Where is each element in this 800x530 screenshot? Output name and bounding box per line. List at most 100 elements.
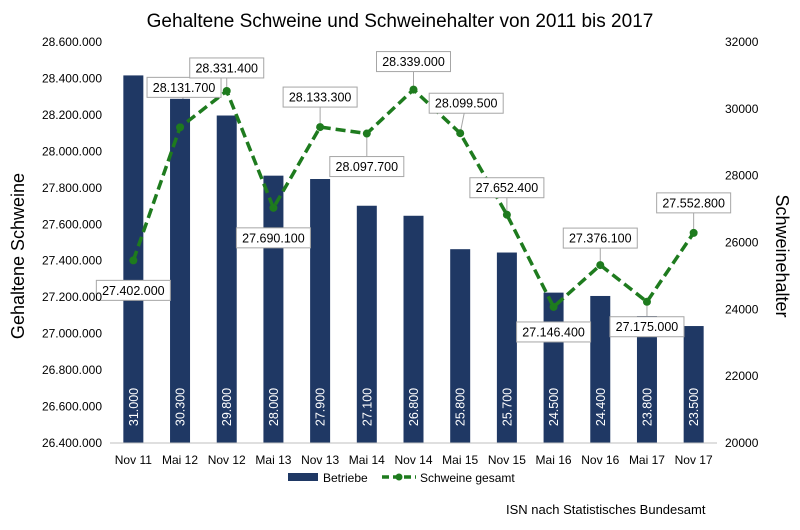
line-point-schweine-10 (596, 261, 605, 270)
callout-label-schweine-8: 27.652.400 (476, 181, 539, 195)
line-point-schweine-1 (176, 123, 185, 132)
bar-betriebe-7 (450, 249, 471, 443)
legend-swatch-schweine-marker (395, 473, 403, 481)
right-tick-label-5: 30000 (725, 102, 759, 116)
bar-label-betriebe-8: 25.700 (500, 388, 514, 426)
bar-label-betriebe-11: 23.800 (640, 388, 654, 426)
legend-label-schweine: Schweine gesamt (420, 471, 515, 485)
bar-label-betriebe-4: 27.900 (314, 388, 328, 426)
bar-label-betriebe-3: 28.000 (267, 388, 281, 426)
right-tick-label-6: 32000 (725, 35, 759, 49)
x-tick-label-9: Mai 16 (536, 453, 572, 467)
bar-label-betriebe-0: 31.000 (127, 388, 141, 426)
legend-swatch-betriebe (288, 473, 318, 481)
left-tick-label-7: 27.800.000 (42, 181, 102, 195)
callout-box-2 (189, 57, 265, 79)
callout-label-schweine-0: 27.402.000 (102, 284, 165, 298)
right-tick-label-0: 20000 (725, 436, 759, 450)
callout-box-12 (656, 192, 732, 214)
left-tick-label-10: 28.400.000 (42, 71, 102, 85)
callout-box-5 (329, 156, 405, 178)
chart-title: Gehaltene Schweine und Schweinehalter vo… (147, 11, 654, 32)
bar-betriebe-4 (310, 179, 331, 443)
callout-box-4 (282, 86, 358, 108)
x-tick-label-4: Nov 13 (301, 453, 339, 467)
line-point-schweine-5 (362, 129, 371, 138)
callout-box-10 (562, 227, 638, 249)
legend: Betriebe Schweine gesamt (288, 471, 515, 485)
callout-label-schweine-1: 28.131.700 (153, 81, 216, 95)
callout-label-schweine-12: 27.552.800 (662, 196, 725, 210)
line-point-schweine-12 (689, 228, 698, 237)
callout-label-schweine-10: 27.376.100 (569, 232, 632, 246)
left-tick-label-8: 28.000.000 (42, 144, 102, 158)
right-axis-title: Schweinehalter (772, 194, 792, 317)
line-point-schweine-3 (269, 203, 278, 212)
x-tick-label-10: Nov 16 (581, 453, 619, 467)
callout-label-schweine-6: 28.339.000 (382, 55, 445, 69)
line-point-schweine-0 (129, 256, 138, 265)
bar-label-betriebe-5: 27.100 (360, 388, 374, 426)
bar-betriebe-10 (590, 295, 611, 443)
bar-betriebe-11 (636, 316, 657, 443)
callout-label-schweine-7: 28.099.500 (435, 97, 498, 111)
source-note: ISN nach Statistisches Bundesamt (506, 502, 706, 517)
line-point-schweine-9 (549, 302, 558, 311)
callout-box-3 (235, 227, 311, 249)
callout-label-schweine-2: 28.331.400 (195, 61, 258, 75)
callout-box-0 (95, 279, 171, 301)
x-axis-ticks: Nov 11 Mai 12 Nov 12 Mai 13 Nov 13 Mai 14 Nov … (115, 453, 713, 467)
left-tick-label-2: 26.800.000 (42, 363, 102, 377)
line-point-schweine-4 (316, 123, 325, 132)
x-tick-label-0: Nov 11 (115, 453, 152, 467)
callout-label-schweine-11: 27.175.000 (616, 320, 679, 334)
bar-betriebe-2 (216, 115, 237, 444)
callout-label-schweine-5: 28.097.700 (336, 160, 399, 174)
x-tick-label-5: Mai 14 (349, 453, 385, 467)
left-axis-ticks: 26.400.000 26.600.000 26.800.000 27.000.000… (42, 35, 102, 450)
callout-box-7 (428, 92, 504, 114)
x-tick-label-2: Nov 12 (208, 453, 246, 467)
bar-label-betriebe-7: 25.800 (454, 388, 468, 426)
bar-series-betriebe: 31.000 30.300 29.800 28.000 27.900 27.100 26.8… (123, 75, 704, 444)
callout-box-9 (516, 321, 592, 343)
x-tick-label-1: Mai 12 (162, 453, 198, 467)
line-point-schweine-8 (502, 210, 511, 219)
bar-label-betriebe-2: 29.800 (220, 388, 234, 426)
right-tick-label-2: 24000 (725, 302, 759, 316)
line-point-schweine-7 (456, 129, 465, 138)
bar-betriebe-12 (683, 326, 704, 443)
bar-label-betriebe-9: 24.500 (547, 388, 561, 426)
legend-label-betriebe: Betriebe (323, 471, 368, 485)
x-tick-label-8: Nov 15 (488, 453, 526, 467)
bar-betriebe-1 (170, 98, 191, 443)
bar-betriebe-8 (496, 252, 517, 443)
left-tick-label-1: 26.600.000 (42, 400, 102, 414)
right-axis-ticks: 20000 22000 24000 26000 28000 30000 32000 (725, 35, 759, 450)
x-tick-label-7: Mai 15 (442, 453, 478, 467)
bar-betriebe-6 (403, 215, 424, 443)
left-tick-label-4: 27.200.000 (42, 290, 102, 304)
data-callouts: 27.402.000 28.131.700 28.331.400 27.690.100… (95, 51, 732, 343)
x-tick-label-6: Nov 14 (394, 453, 432, 467)
callout-label-schweine-9: 27.146.400 (522, 325, 585, 339)
callout-box-6 (376, 51, 451, 73)
left-tick-label-11: 28.600.000 (42, 35, 102, 49)
line-point-schweine-6 (409, 85, 418, 94)
right-tick-label-3: 26000 (725, 236, 759, 250)
left-tick-label-0: 26.400.000 (42, 436, 102, 450)
callout-label-schweine-3: 27.690.100 (242, 231, 305, 245)
left-tick-label-3: 27.000.000 (42, 327, 102, 341)
x-tick-label-11: Mai 17 (629, 453, 665, 467)
line-point-schweine-11 (642, 297, 651, 306)
bar-label-betriebe-6: 26.800 (407, 388, 421, 426)
left-axis-title: Gehaltene Schweine (8, 173, 28, 339)
bar-betriebe-5 (356, 205, 377, 443)
line-point-schweine-2 (222, 86, 231, 95)
bar-label-betriebe-10: 24.400 (594, 388, 608, 426)
left-tick-label-6: 27.600.000 (42, 217, 102, 231)
right-tick-label-1: 22000 (725, 369, 759, 383)
callout-box-11 (609, 316, 685, 338)
bar-label-betriebe-12: 23.500 (687, 388, 701, 426)
callout-box-8 (469, 177, 545, 199)
